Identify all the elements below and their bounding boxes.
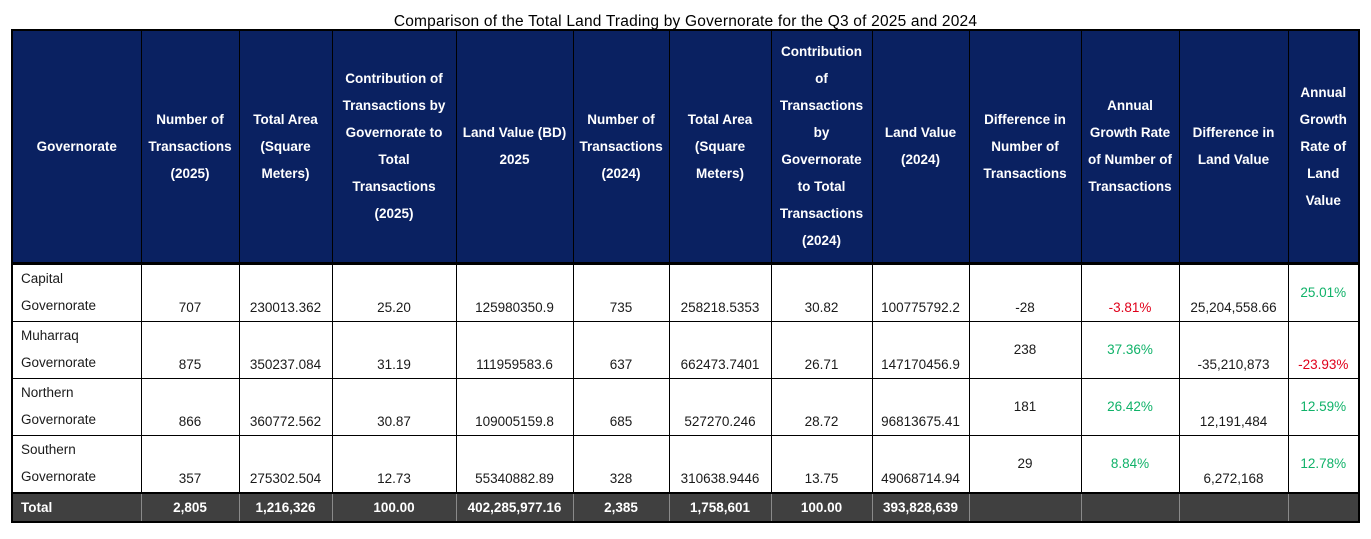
data-cell-negative: -3.81% — [1080, 262, 1180, 322]
governorate-name: Southern Governorate — [11, 434, 142, 493]
col-header-contribution-2024: Contribution of Transactions by Governor… — [770, 29, 873, 265]
data-cell: 275302.504 — [238, 434, 333, 493]
total-cell-empty — [1287, 491, 1360, 523]
data-cell: -35,210,873 — [1178, 320, 1289, 379]
data-cell: 685 — [572, 377, 670, 436]
table-row-capital: Capital Governorate 707 230013.362 25.20… — [11, 262, 1360, 322]
governorate-name: Capital Governorate — [11, 262, 142, 322]
data-cell-positive: 26.42% — [1080, 377, 1180, 436]
total-cell: 393,828,639 — [871, 491, 970, 523]
data-cell: -28 — [968, 262, 1082, 322]
data-cell: 238 — [968, 320, 1082, 379]
data-cell: 662473.7401 — [668, 320, 772, 379]
data-cell: 30.87 — [331, 377, 457, 436]
total-cell: 1,216,326 — [238, 491, 333, 523]
table-body: Capital Governorate 707 230013.362 25.20… — [11, 262, 1360, 493]
table-row-total: Total 2,805 1,216,326 100.00 402,285,977… — [11, 491, 1360, 523]
data-cell: 31.19 — [331, 320, 457, 379]
total-label: Total — [11, 491, 142, 523]
col-header-land-value-2025: Land Value (BD) 2025 — [455, 29, 574, 265]
data-cell: 707 — [140, 262, 240, 322]
data-cell: 29 — [968, 434, 1082, 493]
col-header-diff-transactions: Difference in Number of Transactions — [968, 29, 1082, 265]
data-cell: 30.82 — [770, 262, 873, 322]
data-cell: 25,204,558.66 — [1178, 262, 1289, 322]
data-cell: 111959583.6 — [455, 320, 574, 379]
col-header-land-value-2024: Land Value (2024) — [871, 29, 970, 265]
total-cell-empty — [968, 491, 1082, 523]
land-trading-table: Governorate Number of Transactions (2025… — [11, 29, 1360, 523]
governorate-name: Muharraq Governorate — [11, 320, 142, 379]
data-cell: 49068714.94 — [871, 434, 970, 493]
data-cell: 527270.246 — [668, 377, 772, 436]
col-header-total-area-2024: Total Area (Square Meters) — [668, 29, 772, 265]
total-cell-empty — [1080, 491, 1180, 523]
total-cell: 2,385 — [572, 491, 670, 523]
data-cell: 181 — [968, 377, 1082, 436]
table-footer: Total 2,805 1,216,326 100.00 402,285,977… — [11, 491, 1360, 523]
data-cell: 6,272,168 — [1178, 434, 1289, 493]
col-header-governorate: Governorate — [11, 29, 142, 265]
data-cell: 875 — [140, 320, 240, 379]
table-header: Governorate Number of Transactions (2025… — [11, 29, 1360, 265]
data-cell: 350237.084 — [238, 320, 333, 379]
total-cell-empty — [1178, 491, 1289, 523]
governorate-name: Northern Governorate — [11, 377, 142, 436]
total-cell: 402,285,977.16 — [455, 491, 574, 523]
data-cell: 100775792.2 — [871, 262, 970, 322]
data-cell: 12,191,484 — [1178, 377, 1289, 436]
total-cell: 100.00 — [770, 491, 873, 523]
data-cell: 230013.362 — [238, 262, 333, 322]
total-cell: 100.00 — [331, 491, 457, 523]
data-cell: 28.72 — [770, 377, 873, 436]
data-cell: 125980350.9 — [455, 262, 574, 322]
col-header-total-area-2025: Total Area (Square Meters) — [238, 29, 333, 265]
data-cell-positive: 8.84% — [1080, 434, 1180, 493]
data-cell: 328 — [572, 434, 670, 493]
data-cell: 258218.5353 — [668, 262, 772, 322]
table-row-muharraq: Muharraq Governorate 875 350237.084 31.1… — [11, 320, 1360, 379]
data-cell: 637 — [572, 320, 670, 379]
col-header-transactions-2024: Number of Transactions (2024) — [572, 29, 670, 265]
data-cell: 310638.9446 — [668, 434, 772, 493]
col-header-contribution-2025: Contribution of Transactions by Governor… — [331, 29, 457, 265]
page-title: Comparison of the Total Land Trading by … — [393, 13, 978, 30]
col-header-diff-land-value: Difference in Land Value — [1178, 29, 1289, 265]
header-row: Governorate Number of Transactions (2025… — [11, 29, 1360, 265]
data-cell: 13.75 — [770, 434, 873, 493]
data-cell: 360772.562 — [238, 377, 333, 436]
col-header-transactions-2025: Number of Transactions (2025) — [140, 29, 240, 265]
data-cell: 735 — [572, 262, 670, 322]
total-cell: 2,805 — [140, 491, 240, 523]
data-cell: 12.73 — [331, 434, 457, 493]
data-cell: 96813675.41 — [871, 377, 970, 436]
col-header-growth-rate-land-value: Annual Growth Rate of Land Value — [1287, 29, 1360, 265]
data-cell-positive: 25.01% — [1287, 262, 1360, 322]
data-cell-negative: -23.93% — [1287, 320, 1360, 379]
data-cell: 147170456.9 — [871, 320, 970, 379]
data-cell-positive: 12.59% — [1287, 377, 1360, 436]
data-cell-positive: 12.78% — [1287, 434, 1360, 493]
data-cell: 109005159.8 — [455, 377, 574, 436]
data-cell: 866 — [140, 377, 240, 436]
table-row-southern: Southern Governorate 357 275302.504 12.7… — [11, 434, 1360, 493]
data-cell: 55340882.89 — [455, 434, 574, 493]
table-row-northern: Northern Governorate 866 360772.562 30.8… — [11, 377, 1360, 436]
total-cell: 1,758,601 — [668, 491, 772, 523]
data-cell: 26.71 — [770, 320, 873, 379]
data-cell-positive: 37.36% — [1080, 320, 1180, 379]
data-cell: 25.20 — [331, 262, 457, 322]
col-header-growth-rate-transactions: Annual Growth Rate of Number of Transact… — [1080, 29, 1180, 265]
data-cell: 357 — [140, 434, 240, 493]
